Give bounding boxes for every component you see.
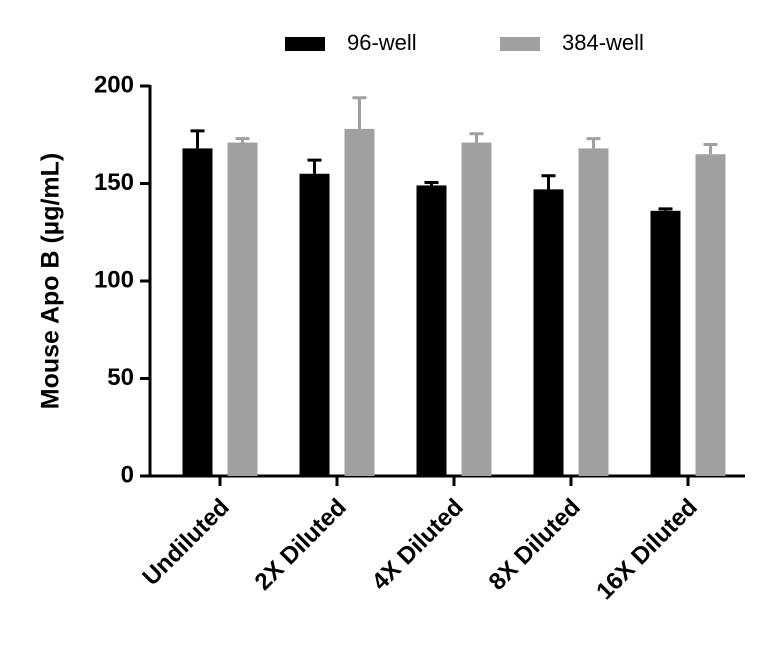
legend-label: 96-well [347,30,417,55]
bar [578,148,609,476]
bar [182,148,213,476]
y-tick-label: 150 [94,169,134,196]
error-bar [190,129,205,149]
y-tick-label: 50 [107,364,134,391]
error-bar [469,132,484,143]
x-tick-label: Undiluted [137,494,234,591]
bar [416,185,447,476]
x-tick-label: 16X Diluted [591,494,703,606]
legend-swatch [500,37,540,51]
legend-swatch [285,37,325,51]
y-tick-label: 0 [121,461,134,488]
y-tick-label: 100 [94,266,134,293]
bar [344,128,375,476]
bar [533,189,564,476]
error-bar [703,143,718,155]
error-bar [586,137,601,149]
error-bar [424,181,439,186]
bar [650,210,681,477]
error-bar [352,96,367,129]
y-axis-title: Mouse Apo B (µg/mL) [37,153,65,410]
bar [461,142,492,477]
bar [299,173,330,476]
x-tick-label: 4X Diluted [367,494,469,596]
bar [695,154,726,476]
bar [227,142,258,477]
x-tick-label: 8X Diluted [484,494,586,596]
legend-label: 384-well [562,30,644,55]
error-bar [658,207,673,211]
x-tick-label: 2X Diluted [250,494,352,596]
y-tick-label: 200 [94,71,134,98]
error-bar [235,137,250,143]
error-bar [541,174,556,190]
error-bar [307,158,322,174]
